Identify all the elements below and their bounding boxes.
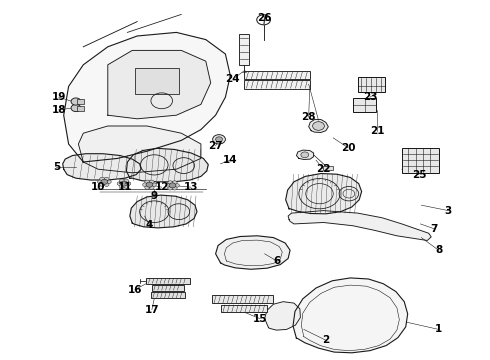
Text: 9: 9 xyxy=(151,191,158,201)
Circle shape xyxy=(143,183,147,186)
Bar xyxy=(135,68,179,94)
Text: 28: 28 xyxy=(301,112,316,122)
Bar xyxy=(212,295,273,303)
Text: 15: 15 xyxy=(252,314,267,324)
Circle shape xyxy=(145,180,149,184)
Text: 16: 16 xyxy=(127,285,142,295)
Circle shape xyxy=(146,182,153,187)
Bar xyxy=(146,278,190,284)
Text: 11: 11 xyxy=(118,182,132,192)
Circle shape xyxy=(213,135,225,144)
Circle shape xyxy=(149,180,154,184)
Text: 26: 26 xyxy=(257,13,272,23)
Circle shape xyxy=(106,180,111,184)
Circle shape xyxy=(168,181,172,184)
Circle shape xyxy=(166,184,171,187)
Text: 8: 8 xyxy=(435,245,442,255)
Circle shape xyxy=(172,181,177,184)
Bar xyxy=(77,99,84,104)
Circle shape xyxy=(126,182,131,185)
Circle shape xyxy=(100,177,105,181)
Text: 18: 18 xyxy=(51,105,66,115)
Text: 10: 10 xyxy=(91,182,105,192)
Bar xyxy=(244,80,310,89)
Circle shape xyxy=(145,186,149,189)
Circle shape xyxy=(71,104,81,112)
Circle shape xyxy=(101,179,108,184)
Polygon shape xyxy=(216,236,290,269)
Bar xyxy=(239,34,249,65)
Text: 21: 21 xyxy=(370,126,385,136)
Circle shape xyxy=(149,186,154,189)
Text: 4: 4 xyxy=(146,220,153,230)
Text: 24: 24 xyxy=(225,74,240,84)
Text: 25: 25 xyxy=(412,170,426,180)
Polygon shape xyxy=(309,120,328,132)
Circle shape xyxy=(100,183,105,186)
Text: 2: 2 xyxy=(322,335,329,345)
Circle shape xyxy=(104,177,109,181)
Circle shape xyxy=(117,182,122,185)
Circle shape xyxy=(121,181,127,186)
Polygon shape xyxy=(63,154,141,180)
Text: 3: 3 xyxy=(445,206,452,216)
Bar xyxy=(353,98,376,112)
Text: 20: 20 xyxy=(341,143,355,153)
Polygon shape xyxy=(286,174,362,214)
Circle shape xyxy=(71,98,81,105)
Text: 17: 17 xyxy=(145,305,159,315)
Circle shape xyxy=(151,183,156,186)
Polygon shape xyxy=(78,126,201,173)
Text: 13: 13 xyxy=(184,182,198,192)
Circle shape xyxy=(216,137,222,142)
Bar xyxy=(358,77,385,92)
Circle shape xyxy=(104,183,109,186)
Text: 27: 27 xyxy=(208,141,223,151)
Polygon shape xyxy=(296,150,314,159)
Circle shape xyxy=(169,183,176,188)
Bar xyxy=(244,71,310,79)
Bar xyxy=(220,305,267,312)
Circle shape xyxy=(313,122,324,130)
Circle shape xyxy=(119,185,124,188)
Polygon shape xyxy=(293,278,408,353)
Text: 12: 12 xyxy=(154,182,169,192)
Polygon shape xyxy=(64,32,230,162)
Text: 14: 14 xyxy=(223,155,238,165)
Polygon shape xyxy=(108,50,211,119)
Polygon shape xyxy=(126,148,208,182)
Circle shape xyxy=(123,185,128,188)
Circle shape xyxy=(98,180,102,184)
Polygon shape xyxy=(130,195,197,228)
Polygon shape xyxy=(288,211,431,240)
Bar xyxy=(77,106,84,111)
Text: 6: 6 xyxy=(273,256,280,266)
Bar xyxy=(323,166,333,170)
Circle shape xyxy=(174,184,179,187)
Text: 23: 23 xyxy=(363,92,377,102)
Bar xyxy=(402,148,439,173)
Text: 1: 1 xyxy=(435,324,442,334)
Text: 19: 19 xyxy=(51,92,66,102)
Circle shape xyxy=(123,179,128,183)
Circle shape xyxy=(301,152,309,158)
Circle shape xyxy=(168,186,172,190)
Circle shape xyxy=(172,186,177,190)
Bar xyxy=(151,292,185,298)
Text: 22: 22 xyxy=(316,164,331,174)
Polygon shape xyxy=(265,302,300,330)
Text: 5: 5 xyxy=(53,162,60,172)
Bar xyxy=(152,285,184,291)
Text: 7: 7 xyxy=(430,224,438,234)
Circle shape xyxy=(119,179,124,183)
